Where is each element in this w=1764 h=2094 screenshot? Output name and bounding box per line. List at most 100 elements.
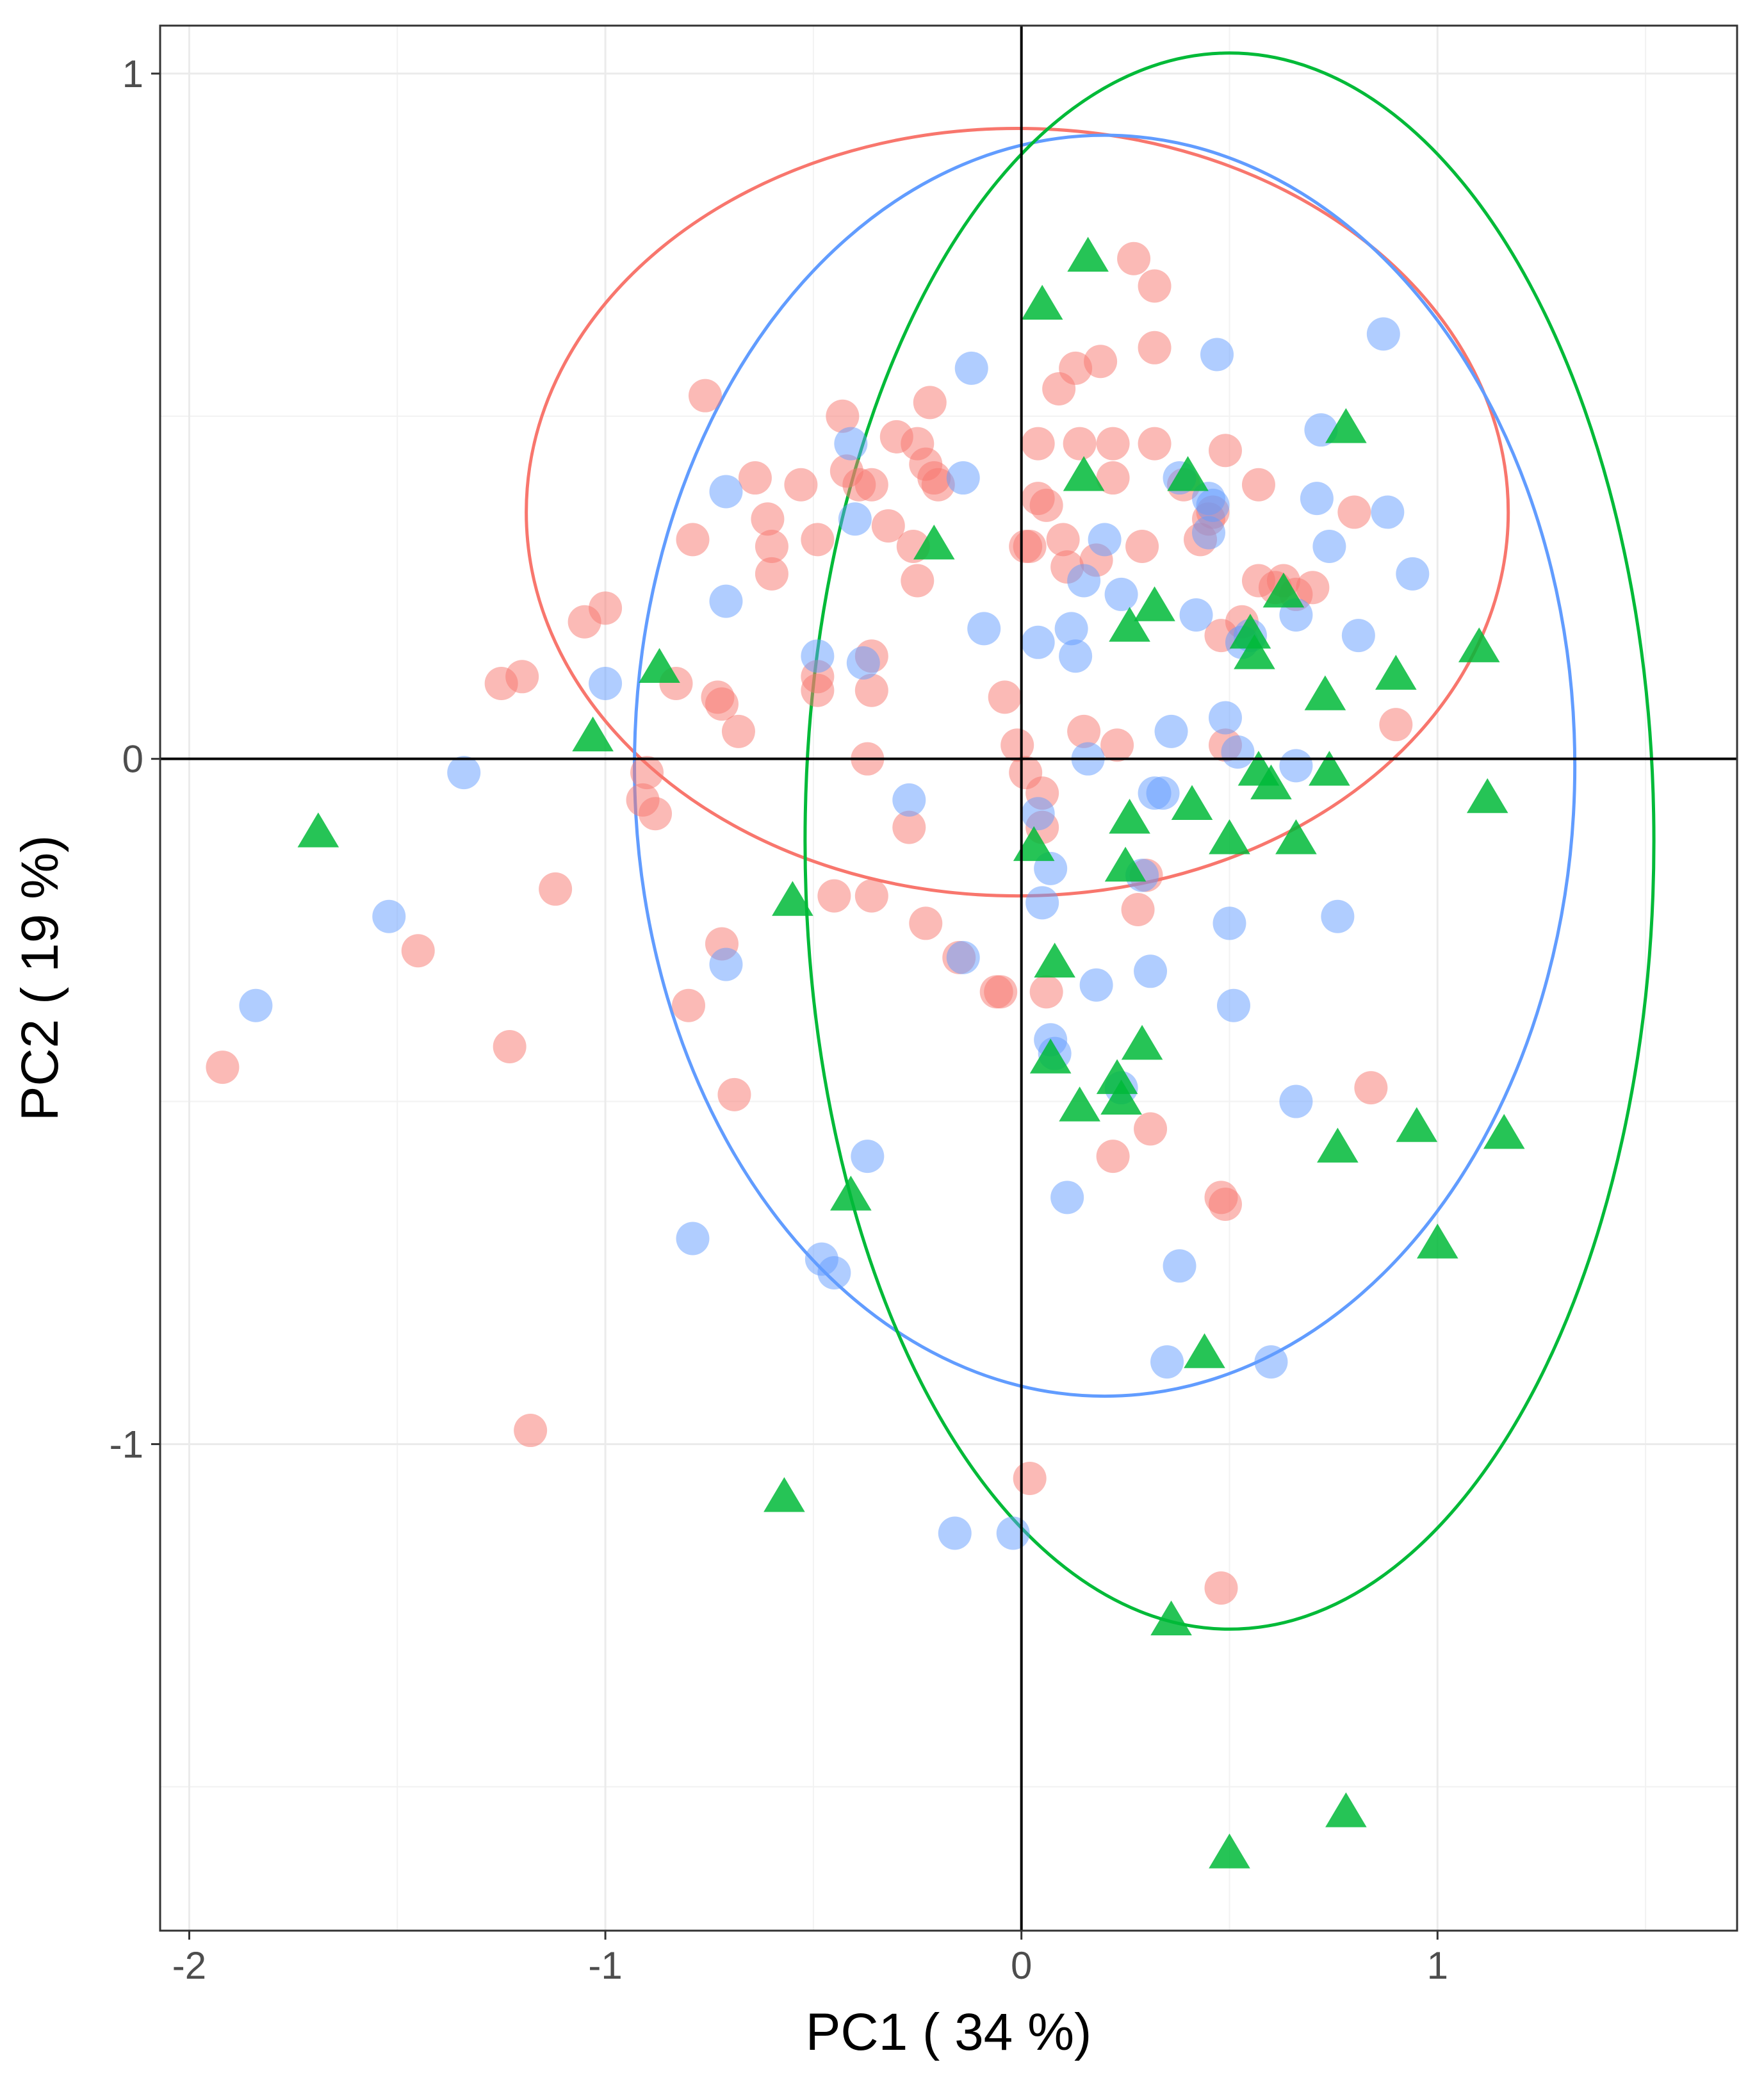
triangle-point [1396, 1107, 1438, 1142]
circle-point [1312, 530, 1346, 564]
circle-point [401, 934, 435, 968]
circle-point [988, 680, 1022, 714]
plot-panel-border [159, 24, 1738, 1932]
triangle-point [1096, 1059, 1138, 1094]
circle-point [589, 666, 623, 700]
circle-point [1088, 523, 1122, 557]
data-points [206, 236, 1525, 1869]
circle-point [1134, 954, 1168, 988]
circle-point [1134, 1112, 1168, 1146]
x-axis-ticks: -2 -1 0 1 [172, 1931, 1448, 1987]
circle-point [801, 523, 835, 557]
triangle-point [772, 881, 813, 916]
triangle-point [1325, 1792, 1367, 1828]
circle-point [854, 879, 888, 913]
circle-point [1208, 1188, 1242, 1222]
circle-point [1146, 776, 1180, 810]
circle-point [954, 351, 988, 385]
circle-point [1163, 1249, 1196, 1283]
circle-point [1104, 577, 1138, 611]
circle-point [705, 687, 739, 721]
circle-point [996, 1516, 1030, 1550]
circle-point [854, 468, 888, 502]
triangle-point [913, 525, 955, 560]
x-tick-label: 0 [1011, 1944, 1032, 1987]
y-tick-label: 1 [122, 53, 143, 95]
triangle-point [1104, 846, 1147, 882]
circle-point [1000, 728, 1034, 762]
triangle-point [1483, 1114, 1525, 1149]
circle-point [738, 461, 772, 495]
circle-point [709, 947, 743, 981]
circle-point [1216, 988, 1250, 1022]
circle-point [1117, 241, 1151, 275]
triangle-point [1304, 675, 1346, 710]
circle-point [1029, 488, 1063, 522]
circle-point [589, 591, 623, 625]
triangle-point [1262, 572, 1305, 608]
circle-point [1396, 557, 1430, 591]
circle-point [1208, 434, 1242, 468]
circle-point [801, 639, 835, 673]
circle-point [967, 612, 1001, 646]
circle-point [1341, 619, 1375, 653]
y-tick-label: -1 [110, 1423, 143, 1466]
circle-point [1021, 797, 1055, 831]
x-tick-label: 1 [1427, 1944, 1448, 1987]
circle-point [1154, 714, 1188, 748]
circle-point [1046, 523, 1080, 557]
triangle-point [1466, 778, 1508, 814]
circle-point [1096, 427, 1130, 461]
circle-point [755, 557, 788, 591]
circle-point [784, 468, 818, 502]
circle-point [1279, 1084, 1313, 1118]
circle-point [851, 1140, 885, 1174]
circle-point [539, 872, 573, 906]
circle-point [1009, 756, 1043, 790]
circle-point [1059, 639, 1093, 673]
circle-point [1138, 269, 1172, 303]
triangle-point [1021, 284, 1063, 320]
circle-point [1013, 1461, 1047, 1495]
circle-point [1192, 516, 1226, 550]
triangle-point [1250, 764, 1292, 799]
circle-point [206, 1051, 240, 1084]
circle-point [1100, 728, 1134, 762]
circle-point [709, 584, 743, 618]
circle-point [1296, 571, 1330, 605]
circle-point [1150, 1345, 1184, 1379]
triangle-point [1150, 1600, 1192, 1635]
triangle-point [1209, 819, 1250, 855]
circle-point [946, 461, 980, 495]
circle-point [1084, 345, 1118, 379]
circle-point [1138, 427, 1172, 461]
triangle-point [764, 1477, 805, 1512]
triangle-point [1034, 942, 1075, 978]
circle-point [938, 1516, 972, 1550]
x-axis-title: PC1 ( 34 %) [806, 2003, 1092, 2061]
circle-point [505, 660, 539, 694]
circle-point [984, 975, 1018, 1009]
circle-point [1059, 351, 1093, 385]
circle-point [1067, 714, 1101, 748]
circle-point [854, 673, 888, 707]
circle-point [493, 1029, 527, 1063]
circle-point [1254, 1345, 1288, 1379]
triangle-point [1309, 751, 1350, 786]
circle-point [717, 1077, 751, 1111]
circle-point [1096, 1140, 1130, 1174]
circle-point [901, 564, 935, 598]
circle-point [1321, 899, 1355, 933]
triangle-point [1121, 1024, 1163, 1060]
triangle-point [1375, 655, 1417, 690]
circle-point [676, 1222, 710, 1256]
triangle-point [1209, 1833, 1250, 1869]
x-tick-label: -2 [172, 1944, 206, 1987]
circle-point [1366, 317, 1400, 351]
triangle-point [1325, 408, 1367, 443]
circle-point [709, 475, 743, 509]
triangle-point [1229, 614, 1271, 649]
circle-point [1067, 564, 1101, 598]
circle-point [447, 756, 481, 790]
